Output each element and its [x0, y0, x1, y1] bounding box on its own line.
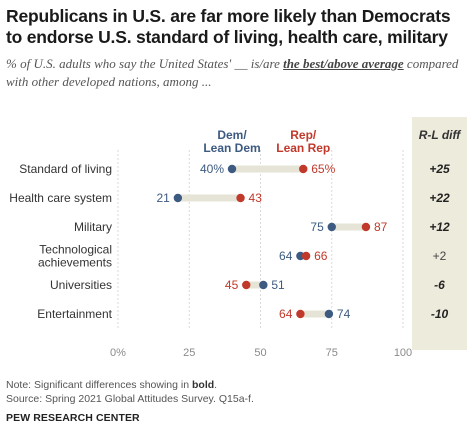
- subtitle-pre: % of U.S. adults who say the United Stat…: [6, 56, 284, 71]
- rep-value-label-technological-achievements: 66: [314, 249, 328, 263]
- rep-value-label-military: 87: [374, 220, 388, 234]
- dem-dot-universities: [259, 280, 268, 290]
- chart-source: Source: Spring 2021 Global Attitudes Sur…: [6, 393, 254, 405]
- category-label-universities: Universities: [50, 278, 112, 292]
- subtitle-post: compared with other developed nations, a…: [6, 56, 459, 89]
- rep-dot-universities: [242, 280, 251, 290]
- x-tick-label-0: 0%: [110, 347, 126, 359]
- dem-dot-health-care-system: [173, 193, 183, 203]
- dem-value-label-universities: 51: [271, 278, 285, 292]
- x-tick-label-100: 100: [394, 347, 412, 359]
- note-bold: bold: [192, 379, 215, 391]
- rep-value-label-universities: 45: [225, 278, 239, 292]
- note-post: .: [214, 379, 218, 391]
- diff-value-entertainment: -10: [431, 307, 449, 321]
- rep-dot-technological-achievements: [301, 251, 311, 261]
- category-label-health-care-system: Health care system: [9, 191, 112, 205]
- diff-value-military: +12: [429, 220, 450, 234]
- x-tick-label-25: 25: [183, 347, 195, 359]
- rep-dot-entertainment: [296, 309, 305, 319]
- dem-dot-entertainment: [324, 309, 334, 319]
- dem-value-label-health-care-system: 21: [156, 191, 170, 205]
- chart-subtitle: % of U.S. adults who say the United Stat…: [6, 55, 466, 91]
- rep-value-label-standard-of-living: 65%: [311, 162, 335, 176]
- chart-title: Republicans in U.S. are far more likely …: [6, 6, 451, 47]
- diff-value-standard-of-living: +25: [429, 162, 450, 176]
- dem-value-label-military: 75: [310, 220, 324, 234]
- chart-note: Note: Significant differences showing in…: [6, 378, 217, 393]
- organization-name: PEW RESEARCH CENTER: [6, 412, 140, 424]
- category-label-technological-achievements: Technological: [39, 243, 112, 257]
- category-label-standard-of-living: Standard of living: [19, 162, 112, 176]
- dem-dot-standard-of-living: [227, 164, 237, 174]
- rep-value-label-health-care-system: 43: [249, 191, 263, 205]
- category-label-technological-achievements: achievements: [38, 256, 112, 270]
- rep-dot-standard-of-living: [299, 164, 308, 174]
- legend-dem-line-1: Lean Dem: [203, 141, 260, 155]
- x-tick-label-50: 50: [254, 347, 266, 359]
- note-pre: Note: Significant differences showing in: [6, 379, 192, 391]
- dem-dot-military: [327, 222, 336, 232]
- legend-rep-line-1: Lean Rep: [276, 141, 330, 155]
- rep-dot-health-care-system: [236, 193, 245, 203]
- subtitle-emphasis: the best/above average: [283, 56, 404, 71]
- dem-value-label-entertainment: 74: [337, 307, 351, 321]
- diff-value-universities: -6: [434, 278, 445, 292]
- category-label-military: Military: [74, 220, 112, 234]
- legend-dem-line-0: Dem/: [217, 128, 247, 142]
- x-tick-label-75: 75: [326, 347, 338, 359]
- diff-header: R-L diff: [419, 128, 462, 142]
- diff-panel: [412, 117, 467, 350]
- rep-dot-military: [361, 222, 371, 232]
- dem-value-label-standard-of-living: 40%: [200, 162, 224, 176]
- dem-value-label-technological-achievements: 64: [279, 249, 293, 263]
- category-label-entertainment: Entertainment: [37, 307, 112, 321]
- legend-rep-line-0: Rep/: [290, 128, 317, 142]
- diff-value-technological-achievements: +2: [433, 249, 447, 263]
- rep-value-label-entertainment: 64: [279, 307, 293, 321]
- diff-value-health-care-system: +22: [429, 191, 450, 205]
